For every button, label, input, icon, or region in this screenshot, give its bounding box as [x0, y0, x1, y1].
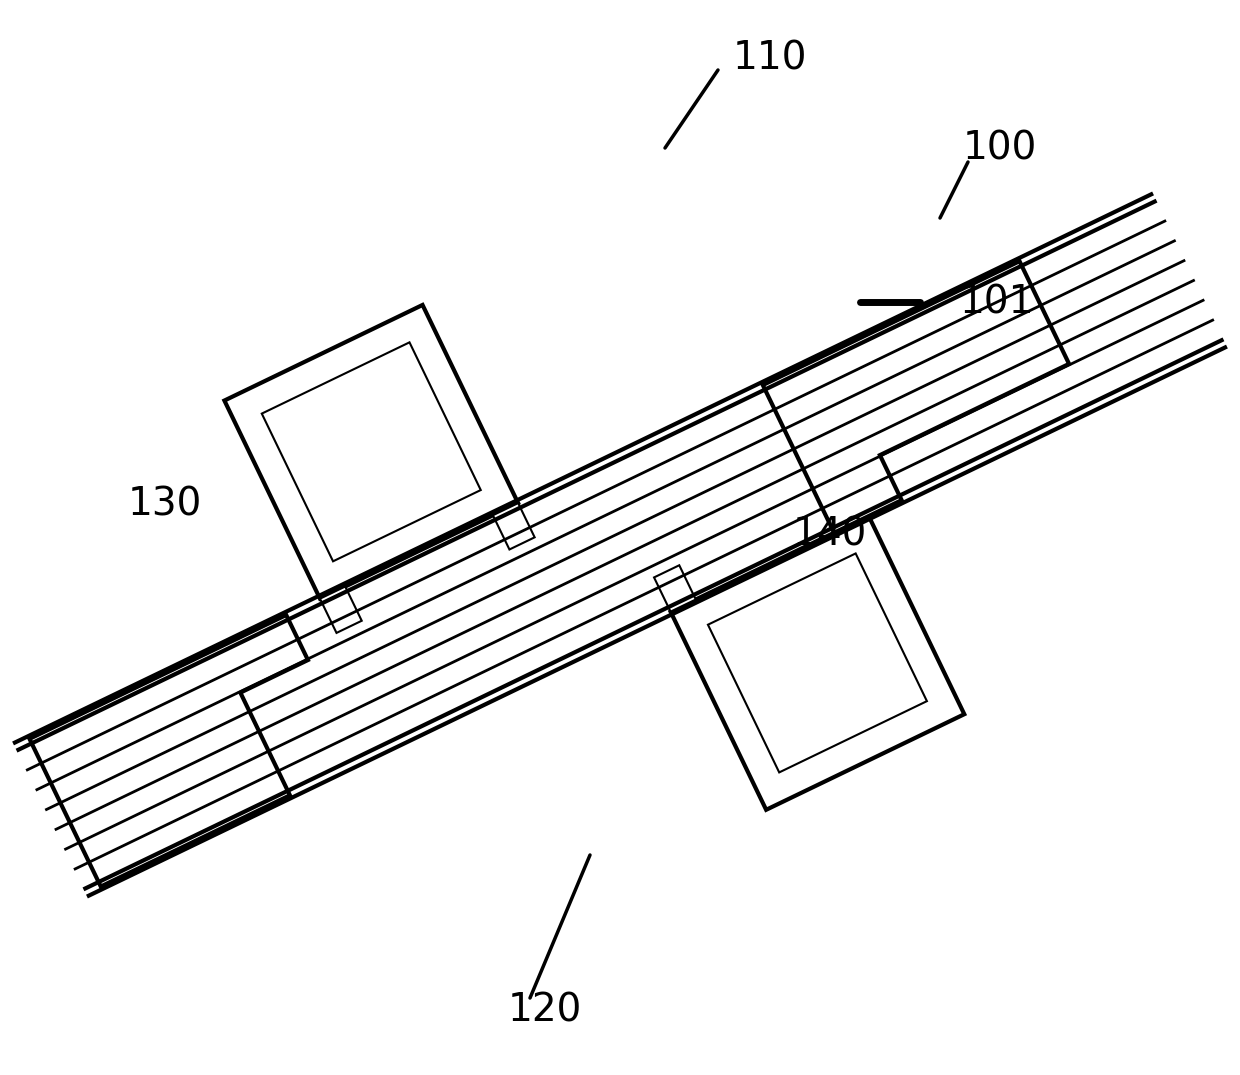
- Text: 100: 100: [962, 129, 1037, 167]
- Polygon shape: [262, 342, 481, 561]
- Text: 101: 101: [960, 283, 1034, 321]
- Polygon shape: [671, 516, 965, 809]
- Polygon shape: [827, 482, 869, 528]
- Polygon shape: [224, 305, 518, 599]
- Polygon shape: [494, 503, 534, 549]
- Polygon shape: [30, 615, 308, 887]
- Polygon shape: [320, 587, 362, 633]
- Polygon shape: [763, 261, 1069, 533]
- Text: 110: 110: [733, 39, 807, 77]
- Polygon shape: [708, 554, 928, 773]
- Polygon shape: [653, 565, 696, 612]
- Text: 120: 120: [508, 991, 583, 1029]
- Text: 130: 130: [128, 486, 202, 524]
- Text: 140: 140: [792, 516, 867, 554]
